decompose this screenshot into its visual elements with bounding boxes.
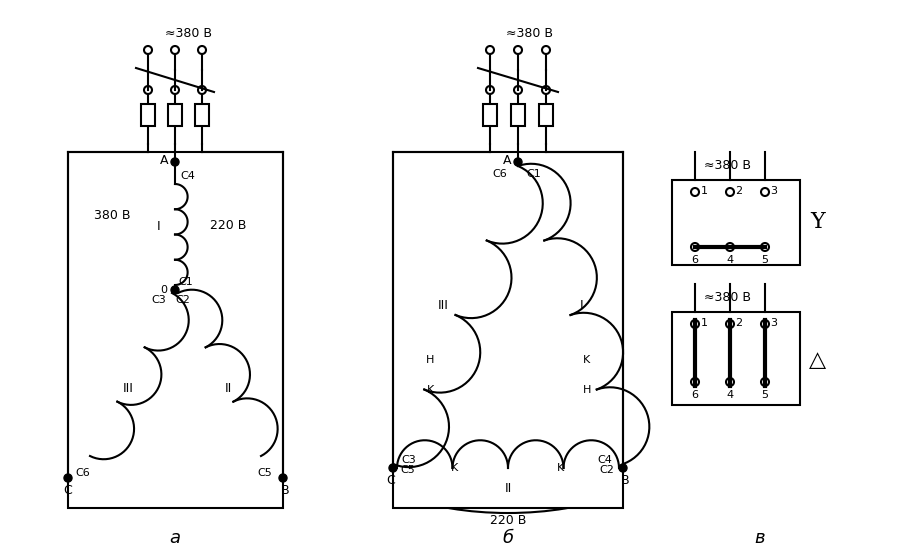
- Circle shape: [279, 474, 287, 482]
- Text: C4: C4: [598, 455, 612, 465]
- Text: 0: 0: [160, 285, 167, 295]
- Bar: [141, 104, 155, 126]
- Text: III: III: [122, 381, 133, 394]
- Circle shape: [514, 158, 522, 166]
- Text: ≈380 В: ≈380 В: [705, 158, 752, 171]
- Text: A: A: [503, 153, 511, 166]
- Text: C: C: [64, 484, 72, 497]
- Text: B: B: [281, 484, 289, 497]
- Text: C1: C1: [526, 169, 542, 179]
- Text: C1: C1: [178, 277, 194, 287]
- Text: а: а: [169, 529, 181, 547]
- Bar: [483, 104, 497, 126]
- Bar: [672, 180, 800, 265]
- Text: K: K: [556, 463, 563, 473]
- Text: ≈380 В: ≈380 В: [165, 26, 211, 40]
- Text: II: II: [504, 482, 511, 494]
- Bar: [539, 104, 553, 126]
- Text: B: B: [621, 474, 629, 488]
- Text: в: в: [755, 529, 765, 547]
- Text: 1: 1: [700, 318, 707, 328]
- Circle shape: [171, 158, 179, 166]
- Text: C6: C6: [492, 169, 508, 179]
- Text: ≈380 В: ≈380 В: [705, 291, 752, 304]
- Text: H: H: [583, 385, 591, 395]
- Text: 3: 3: [770, 186, 778, 196]
- Text: 220 В: 220 В: [490, 514, 526, 526]
- Text: Y: Y: [811, 211, 825, 233]
- Bar: [672, 312, 800, 405]
- Text: △: △: [809, 350, 826, 370]
- Text: C5: C5: [257, 468, 273, 478]
- Text: III: III: [437, 298, 448, 311]
- Circle shape: [619, 464, 627, 472]
- Text: 2: 2: [735, 318, 742, 328]
- Text: H: H: [426, 355, 434, 365]
- Circle shape: [64, 474, 72, 482]
- Circle shape: [171, 286, 179, 294]
- Text: 6: 6: [691, 390, 698, 400]
- Text: K: K: [583, 355, 590, 365]
- Text: C2: C2: [176, 295, 191, 305]
- Text: C3: C3: [151, 295, 166, 305]
- Text: C5: C5: [400, 465, 416, 475]
- Text: I: I: [580, 298, 584, 311]
- Text: 220 В: 220 В: [210, 218, 247, 231]
- Text: C: C: [387, 474, 395, 488]
- Text: 380 В: 380 В: [94, 208, 130, 222]
- Bar: [68, 152, 283, 508]
- Text: 3: 3: [770, 318, 778, 328]
- Text: 4: 4: [726, 390, 734, 400]
- Text: C2: C2: [599, 465, 615, 475]
- Text: II: II: [224, 381, 231, 394]
- Bar: [393, 152, 623, 508]
- Text: C3: C3: [401, 455, 417, 465]
- Text: 2: 2: [735, 186, 742, 196]
- Circle shape: [389, 464, 397, 472]
- Text: ≈380 В: ≈380 В: [507, 26, 554, 40]
- Text: 5: 5: [761, 255, 769, 265]
- Text: K: K: [427, 385, 434, 395]
- Text: 6: 6: [691, 255, 698, 265]
- Bar: [168, 104, 182, 126]
- Text: 5: 5: [761, 390, 769, 400]
- Text: 4: 4: [726, 255, 734, 265]
- Bar: [195, 104, 209, 126]
- Text: б: б: [502, 529, 514, 547]
- Text: A: A: [160, 153, 168, 166]
- Text: 1: 1: [700, 186, 707, 196]
- Bar: [511, 104, 525, 126]
- Text: C4: C4: [181, 171, 195, 181]
- Text: C6: C6: [76, 468, 90, 478]
- Text: K: K: [452, 463, 459, 473]
- Text: I: I: [158, 220, 161, 232]
